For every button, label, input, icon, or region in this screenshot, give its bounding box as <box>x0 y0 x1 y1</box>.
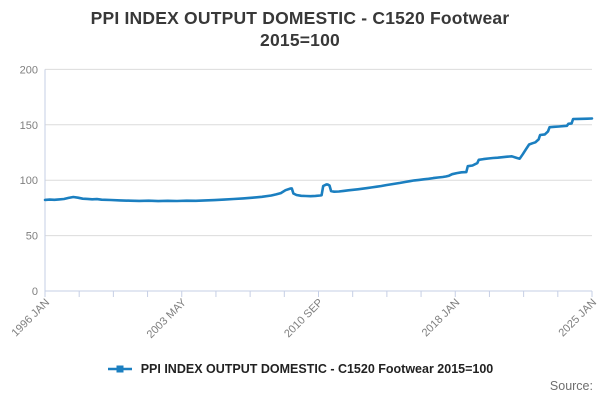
y-axis-label-0: 0 <box>32 286 38 298</box>
x-axis-label-1996-jan: 1996 JAN <box>9 297 52 340</box>
source-label: Source: <box>549 379 593 393</box>
legend-line-marker <box>107 365 132 373</box>
data-line-series <box>43 117 594 203</box>
y-axis-label-200: 200 <box>20 64 38 76</box>
x-axis-label-2010-sep: 2010 SEP <box>282 297 326 341</box>
x-axis-label-2018-jan: 2018 JAN <box>420 297 463 340</box>
x-axis-label-2003-may: 2003 MAY <box>145 296 190 341</box>
x-axis-label-2025-jan: 2025 JAN <box>556 297 599 340</box>
y-axis-label-150: 150 <box>20 120 38 132</box>
plot-area: 0 50 100 150 200 1996 JAN 2003 MAY 2010 SEP 2018… <box>9 64 599 341</box>
legend-item[interactable]: PPI INDEX OUTPUT DOMESTIC - C1520 Footwe… <box>0 361 600 377</box>
y-axis-label-50: 50 <box>26 231 38 243</box>
chart-title-line1: PPI INDEX OUTPUT DOMESTIC - C1520 Footwe… <box>90 8 510 28</box>
chart-title: PPI INDEX OUTPUT DOMESTIC - C1520 Footwe… <box>0 7 600 51</box>
legend-label: PPI INDEX OUTPUT DOMESTIC - C1520 Footwe… <box>140 362 494 376</box>
y-axis-label-100: 100 <box>20 175 38 187</box>
chart-title-line2: 2015=100 <box>260 30 340 50</box>
